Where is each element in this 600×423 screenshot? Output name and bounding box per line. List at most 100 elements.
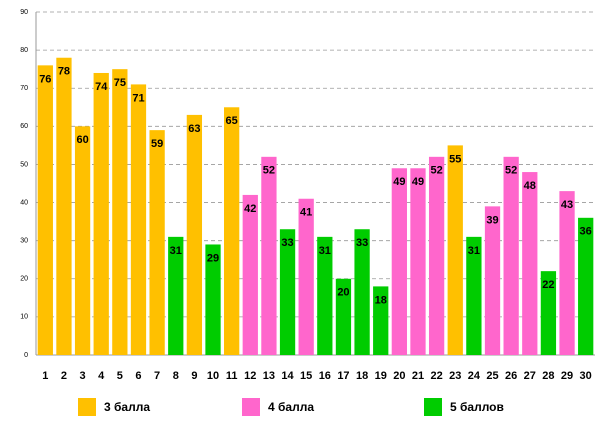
x-tick-label: 9 xyxy=(191,370,197,382)
y-tick-label: 60 xyxy=(20,123,28,130)
value-label: 42 xyxy=(244,203,256,215)
bar xyxy=(205,244,221,355)
y-tick-label: 20 xyxy=(20,276,28,283)
y-tick-label: 90 xyxy=(20,9,28,16)
bar xyxy=(186,114,203,356)
value-label: 33 xyxy=(281,237,293,249)
bar xyxy=(168,236,184,355)
bar xyxy=(56,57,72,355)
bar xyxy=(540,271,557,355)
bar xyxy=(279,229,296,355)
value-label: 31 xyxy=(468,245,480,257)
bar xyxy=(130,84,147,356)
y-tick-label: 30 xyxy=(20,238,28,245)
x-tick-label: 12 xyxy=(244,370,256,382)
x-tick-label: 22 xyxy=(430,370,442,382)
value-label: 74 xyxy=(95,81,108,93)
bar xyxy=(74,126,91,355)
bar xyxy=(354,229,370,355)
bar xyxy=(522,172,538,355)
value-label: 31 xyxy=(319,245,331,257)
bar xyxy=(410,168,426,355)
x-tick-label: 14 xyxy=(281,370,294,382)
bar xyxy=(335,278,352,355)
value-label: 29 xyxy=(207,252,219,264)
legend-swatch xyxy=(78,398,96,416)
bar xyxy=(298,198,314,355)
y-tick-label: 80 xyxy=(20,47,28,54)
x-tick-label: 4 xyxy=(98,370,105,382)
x-tick-label: 25 xyxy=(486,370,498,382)
value-label: 48 xyxy=(524,180,536,192)
x-tick-label: 16 xyxy=(319,370,331,382)
value-label: 20 xyxy=(337,287,349,299)
value-label: 71 xyxy=(132,92,144,104)
bar xyxy=(503,156,519,355)
value-label: 52 xyxy=(263,165,275,177)
bar xyxy=(112,69,128,356)
bar xyxy=(559,191,575,355)
x-tick-label: 6 xyxy=(135,370,141,382)
bar xyxy=(373,286,389,355)
y-tick-label: 10 xyxy=(20,314,28,321)
value-label: 60 xyxy=(76,134,88,146)
y-tick-label: 0 xyxy=(24,352,28,359)
bar xyxy=(93,72,109,355)
x-tick-label: 21 xyxy=(412,370,424,382)
bar xyxy=(484,206,501,355)
bar xyxy=(578,217,594,355)
legend-label: 5 баллов xyxy=(450,400,504,414)
y-tick-label: 40 xyxy=(20,199,28,206)
bar xyxy=(428,156,445,355)
value-label: 49 xyxy=(412,176,424,188)
x-tick-label: 3 xyxy=(80,370,86,382)
x-tick-label: 15 xyxy=(300,370,312,382)
legend-swatch xyxy=(242,398,260,416)
value-label: 63 xyxy=(188,123,200,135)
value-label: 22 xyxy=(542,279,554,291)
value-label: 31 xyxy=(170,245,182,257)
bar xyxy=(37,65,53,355)
legend-label: 3 балла xyxy=(104,400,150,414)
x-tick-label: 17 xyxy=(337,370,349,382)
value-label: 36 xyxy=(580,226,592,238)
x-tick-label: 29 xyxy=(561,370,573,382)
legend-swatch xyxy=(424,398,442,416)
bar xyxy=(466,236,482,355)
bar xyxy=(447,145,463,355)
x-tick-label: 2 xyxy=(61,370,67,382)
value-label: 39 xyxy=(486,214,498,226)
bar xyxy=(224,107,240,356)
value-label: 76 xyxy=(39,73,51,85)
legend-label: 4 балла xyxy=(268,400,314,414)
x-tick-label: 11 xyxy=(226,370,238,382)
value-label: 49 xyxy=(393,176,405,188)
x-tick-label: 27 xyxy=(524,370,536,382)
bar xyxy=(391,168,407,355)
value-label: 52 xyxy=(430,165,442,177)
value-label: 65 xyxy=(226,115,238,127)
bar xyxy=(242,194,258,355)
x-tick-label: 13 xyxy=(263,370,275,382)
value-label: 41 xyxy=(300,207,312,219)
y-tick-label: 50 xyxy=(20,161,28,168)
x-tick-label: 30 xyxy=(580,370,592,382)
x-tick-label: 20 xyxy=(393,370,405,382)
y-tick-label: 70 xyxy=(20,85,28,92)
value-label: 55 xyxy=(449,153,461,165)
value-label: 75 xyxy=(114,77,126,89)
x-tick-label: 24 xyxy=(468,370,481,382)
value-label: 52 xyxy=(505,165,517,177)
x-tick-label: 5 xyxy=(117,370,123,382)
x-tick-label: 28 xyxy=(542,370,554,382)
value-label: 18 xyxy=(375,294,387,306)
bar xyxy=(261,156,277,355)
bar xyxy=(149,130,165,355)
x-tick-label: 10 xyxy=(207,370,219,382)
value-label: 43 xyxy=(561,199,573,211)
value-label: 59 xyxy=(151,138,163,150)
x-tick-label: 18 xyxy=(356,370,368,382)
x-tick-label: 19 xyxy=(375,370,387,382)
x-tick-label: 7 xyxy=(154,370,160,382)
